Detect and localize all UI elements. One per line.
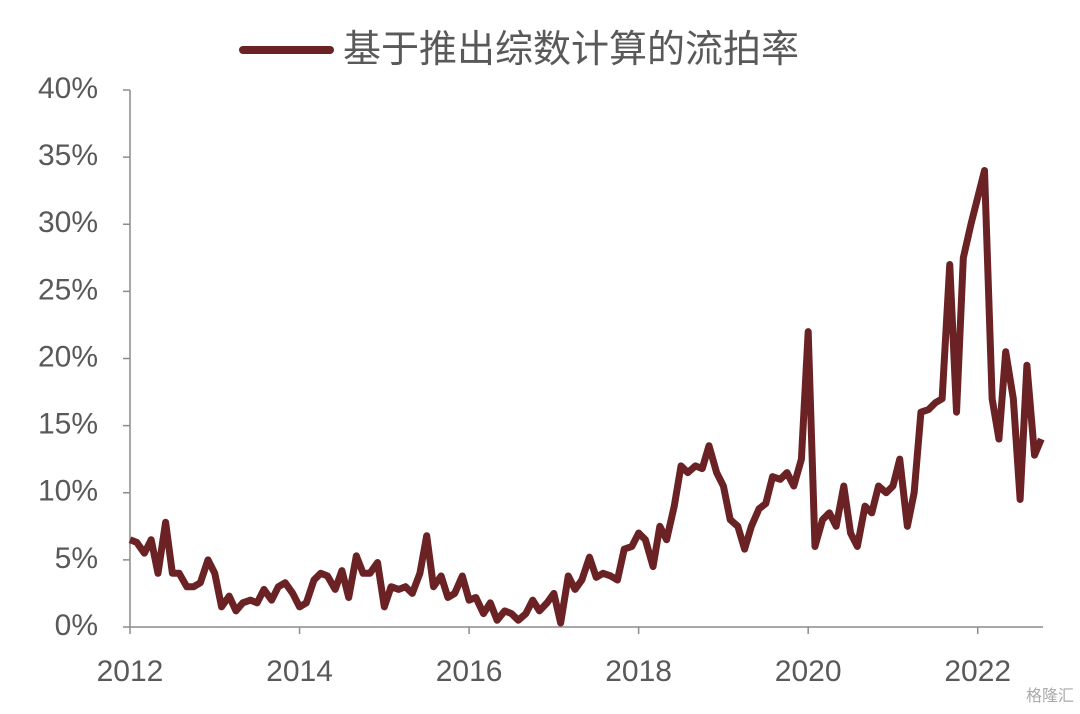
x-tick-label: 2014 bbox=[266, 655, 333, 688]
data-line bbox=[128, 167, 1045, 627]
y-tick-label: 10% bbox=[38, 475, 98, 508]
x-tick-label: 2012 bbox=[97, 655, 164, 688]
x-tick-label: 2016 bbox=[436, 655, 503, 688]
y-tick-label: 20% bbox=[38, 340, 98, 373]
y-tick-label: 5% bbox=[55, 542, 98, 575]
x-tick-label: 2020 bbox=[775, 655, 842, 688]
y-tick-label: 0% bbox=[55, 609, 98, 642]
y-tick-label: 25% bbox=[38, 273, 98, 306]
y-tick-label: 40% bbox=[38, 72, 98, 105]
legend-label: 基于推出综数计算的流拍率 bbox=[343, 29, 799, 71]
y-tick-label: 35% bbox=[38, 139, 98, 172]
y-tick-label: 15% bbox=[38, 408, 98, 441]
watermark: 格隆汇 bbox=[1026, 687, 1074, 705]
x-tick-label: 2018 bbox=[605, 655, 672, 688]
y-tick-label: 30% bbox=[38, 206, 98, 239]
x-tick-label: 2022 bbox=[944, 655, 1011, 688]
